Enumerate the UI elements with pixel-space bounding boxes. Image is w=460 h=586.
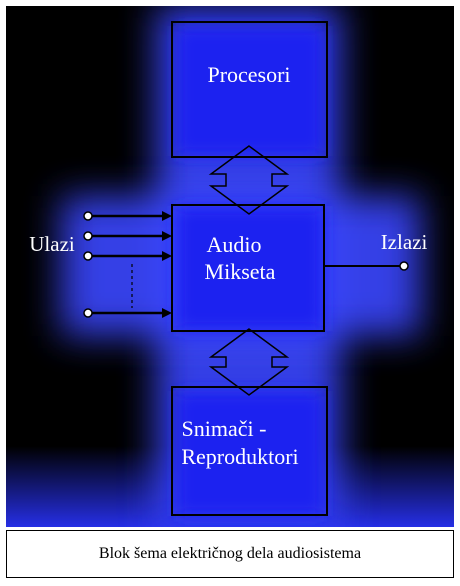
input-terminal xyxy=(83,251,93,261)
processors-mixer-arrow xyxy=(208,145,290,215)
mixer-box xyxy=(171,204,325,332)
outputs-label: Izlazi xyxy=(381,230,428,254)
mixer-label-line1: Audio xyxy=(207,232,262,257)
block-diagram: Procesori Audio Mikseta Snimači - Reprod… xyxy=(6,6,454,527)
inputs-label: Ulazi xyxy=(29,232,75,256)
input-terminal xyxy=(83,231,93,241)
recorders-label-line2: Reproduktori xyxy=(181,444,298,469)
processors-box xyxy=(171,21,328,158)
processors-label: Procesori xyxy=(207,62,290,87)
input-terminal xyxy=(83,308,93,318)
recorders-box xyxy=(171,386,328,516)
input-lines xyxy=(83,211,172,318)
recorders-label-line1: Snimači - xyxy=(182,416,267,441)
diagram-panel: Procesori Audio Mikseta Snimači - Reprod… xyxy=(6,6,454,527)
mixer-recorders-arrow xyxy=(208,328,290,396)
caption-box: Blok šema električnog dela audiosistema xyxy=(6,530,454,578)
output-terminal xyxy=(399,261,409,271)
output-line xyxy=(324,261,409,271)
glow-layer xyxy=(6,6,454,527)
figure-caption: Blok šema električnog dela audiosistema xyxy=(98,545,362,562)
input-terminal xyxy=(83,211,93,221)
mixer-label-line2: Mikseta xyxy=(205,259,276,284)
